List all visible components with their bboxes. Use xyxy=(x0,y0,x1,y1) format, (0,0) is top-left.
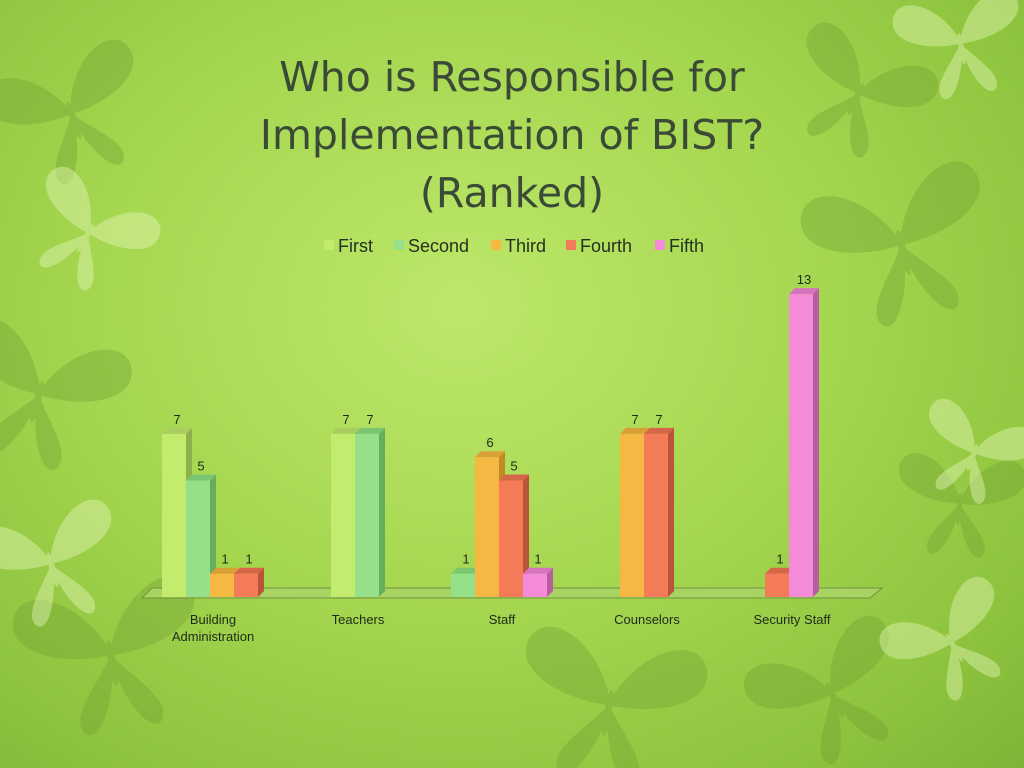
bar-front xyxy=(162,433,186,597)
bar-side xyxy=(547,567,553,597)
bar-top xyxy=(644,427,674,434)
data-label: 7 xyxy=(173,412,180,427)
slide-title: Who is Responsible for Implementation of… xyxy=(160,48,864,222)
bar-fourth-3 xyxy=(644,427,674,597)
bar-top xyxy=(355,427,385,434)
legend-swatch xyxy=(655,240,665,250)
legend-item-third: Third xyxy=(491,236,546,256)
bar-side xyxy=(668,427,674,597)
category-label: Staff xyxy=(489,612,516,627)
legend-swatch xyxy=(491,240,501,250)
bar-top xyxy=(331,427,361,434)
data-label: 1 xyxy=(462,552,469,567)
legend-swatch xyxy=(566,240,576,250)
bar-top xyxy=(789,288,819,295)
data-label: 1 xyxy=(245,552,252,567)
legend-item-second: Second xyxy=(394,236,469,256)
legend-label: Fourth xyxy=(580,236,632,256)
legend-item-first: First xyxy=(324,236,373,256)
bar-top xyxy=(765,567,795,574)
data-label: 7 xyxy=(342,412,349,427)
bar-fourth-0 xyxy=(234,567,264,597)
data-label: 13 xyxy=(797,272,811,287)
bar-top xyxy=(162,427,192,434)
legend-label: First xyxy=(338,236,373,256)
bar-side xyxy=(379,427,385,597)
slide-title-line: (Ranked) xyxy=(419,169,605,217)
bar-front xyxy=(644,433,668,597)
bar-front xyxy=(451,573,475,597)
bar-top xyxy=(475,451,505,458)
bar-fourth-2 xyxy=(499,474,529,597)
data-label: 7 xyxy=(631,412,638,427)
data-label: 1 xyxy=(221,552,228,567)
data-label: 1 xyxy=(534,552,541,567)
chart-legend: First Second Third Fourth Fifth xyxy=(324,236,704,256)
bar-fifth-2 xyxy=(523,567,553,597)
bar-fifth-4 xyxy=(789,288,819,597)
bar-front xyxy=(765,573,789,597)
bar-front xyxy=(475,457,499,597)
legend-label: Second xyxy=(408,236,469,256)
bar-top xyxy=(186,474,216,481)
legend-label: Fifth xyxy=(669,236,704,256)
legend-label: Third xyxy=(505,236,546,256)
data-label: 5 xyxy=(197,459,204,474)
bar-front xyxy=(186,480,210,597)
bar-top xyxy=(499,474,529,481)
bar-front xyxy=(789,294,813,597)
category-label: Teachers xyxy=(332,612,385,627)
legend-item-fifth: Fifth xyxy=(655,236,704,256)
bar-top xyxy=(210,567,240,574)
category-label: Security Staff xyxy=(753,612,830,627)
slide-title-line: Who is Responsible for xyxy=(279,53,745,101)
bar-front xyxy=(331,433,355,597)
bar-side xyxy=(523,474,529,597)
chart-bars xyxy=(162,288,819,597)
bar-top xyxy=(523,567,553,574)
data-label: 5 xyxy=(510,459,517,474)
bar-front xyxy=(210,573,234,597)
data-label: 1 xyxy=(776,552,783,567)
bar-front xyxy=(523,573,547,597)
bar-side xyxy=(210,474,216,597)
legend-item-fourth: Fourth xyxy=(566,236,632,256)
bar-front xyxy=(499,480,523,597)
category-label: Administration xyxy=(172,629,254,644)
chart-value-labels: 7 5 1 1 7 7 1 6 5 1 7 7 1 13 xyxy=(173,272,811,567)
bar-top xyxy=(234,567,264,574)
category-label: Building xyxy=(190,612,236,627)
legend-swatch xyxy=(394,240,404,250)
legend-swatch xyxy=(324,240,334,250)
bar-second-1 xyxy=(355,427,385,597)
bar-front xyxy=(620,433,644,597)
bar-top xyxy=(620,427,650,434)
data-label: 7 xyxy=(366,412,373,427)
bar-front xyxy=(355,433,379,597)
category-label: Counselors xyxy=(614,612,680,627)
chart-category-labels: Building Administration Teachers Staff Couns… xyxy=(172,612,831,644)
bar-side xyxy=(813,288,819,597)
slide-title-line: Implementation of BIST? xyxy=(259,111,765,159)
bar-front xyxy=(234,573,258,597)
bar-top xyxy=(451,567,481,574)
bar-side xyxy=(258,567,264,597)
bar-second-0 xyxy=(186,474,216,597)
data-label: 7 xyxy=(655,412,662,427)
data-label: 6 xyxy=(486,435,493,450)
